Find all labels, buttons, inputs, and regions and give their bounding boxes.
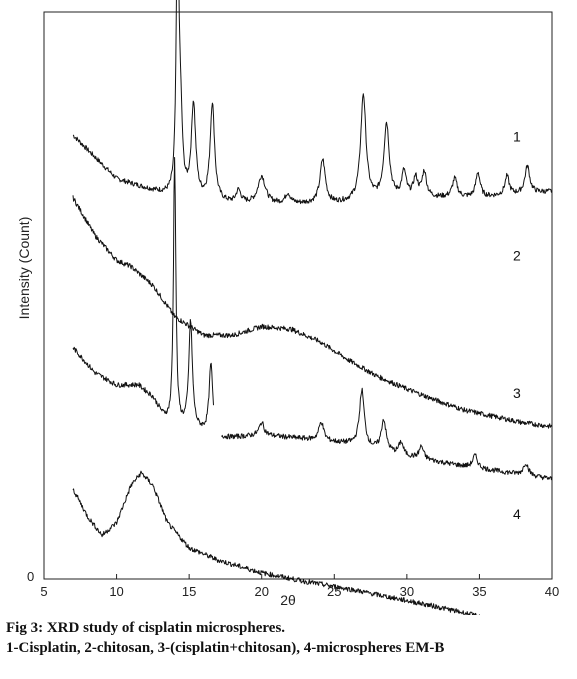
curve-label-2: 2 — [513, 247, 521, 263]
figure-caption-title: Fig 3: XRD study of cisplatin microspher… — [6, 620, 286, 636]
x-tick-label: 20 — [254, 584, 268, 599]
x-tick-label: 10 — [109, 584, 123, 599]
x-tick-label: 30 — [400, 584, 414, 599]
curve-label-3: 3 — [513, 385, 521, 401]
curve-label-4: 4 — [513, 506, 521, 522]
x-tick-label: 35 — [472, 584, 486, 599]
xrd-traces — [72, 0, 553, 615]
x-tick-label: 15 — [182, 584, 196, 599]
xrd-trace-3 — [72, 157, 214, 427]
y-tick-label-0: 0 — [27, 569, 34, 584]
y-axis-label: Intensity (Count) — [16, 217, 32, 320]
x-tick-label: 5 — [40, 584, 47, 599]
curve-labels: 1 2 3 4 — [513, 129, 521, 523]
x-axis-label: 2θ — [280, 592, 296, 608]
x-tick-label: 25 — [327, 584, 341, 599]
xrd-trace-1 — [72, 0, 553, 205]
x-tick-label: 40 — [545, 584, 559, 599]
xrd-trace-3 — [221, 387, 553, 481]
plot-frame — [43, 11, 553, 580]
xrd-trace-2 — [72, 195, 553, 429]
xrd-chart: 5 10 15 20 25 30 35 40 1 2 3 4 0 Intensity (Count)… — [16, 0, 559, 615]
xrd-trace-4 — [72, 470, 490, 615]
x-axis-ticks: 5 10 15 20 25 30 35 40 — [40, 574, 559, 599]
curve-label-1: 1 — [513, 129, 521, 145]
figure-caption-legend: 1-Cisplatin, 2-chitosan, 3-(cisplatin+ch… — [6, 640, 445, 656]
